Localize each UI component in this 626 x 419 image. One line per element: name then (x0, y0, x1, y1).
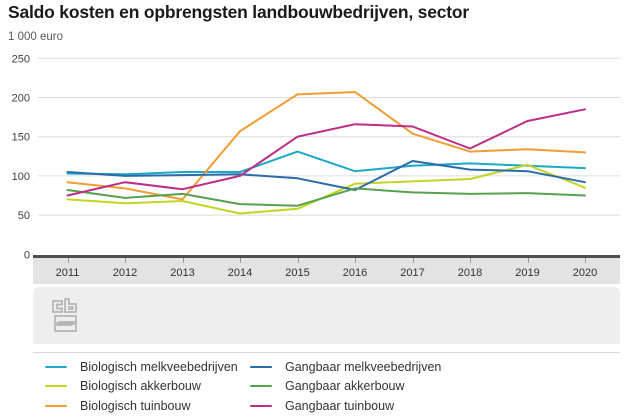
legend-swatch-icon (250, 365, 272, 368)
legend-divider (33, 352, 620, 353)
y-axis-tick-label: 100 (12, 171, 30, 183)
x-axis-tick (125, 258, 126, 263)
x-axis-tick-label: 2018 (457, 267, 483, 279)
x-axis-tick-label: 2019 (515, 267, 540, 279)
series-line-gangbaar-melkveebedrijven (66, 160, 586, 191)
x-axis-tick-label: 2011 (55, 267, 80, 279)
legend-item: Biologisch tuinbouw (45, 396, 238, 416)
legend-column-biologisch: Biologisch melkveebedrijven Biologisch ak… (45, 357, 238, 416)
legend-swatch-icon (45, 365, 67, 368)
unit-label: 1 000 euro (8, 31, 63, 43)
series-line-biologisch-melkveebedrijven (66, 150, 586, 176)
x-axis-tick-label: 2017 (400, 267, 425, 279)
x-axis-tick-label: 2012 (112, 267, 138, 279)
legend-label: Gangbaar melkveebedrijven (285, 359, 442, 374)
x-axis-tick (585, 258, 586, 263)
legend-item: Biologisch akkerbouw (45, 377, 238, 397)
legend-label: Biologisch tuinbouw (80, 398, 191, 413)
legend-item: Gangbaar melkveebedrijven (250, 357, 441, 377)
chart-footer-band (33, 287, 620, 344)
series-line-gangbaar-tuinbouw (66, 108, 586, 197)
chart-title: Saldo kosten en opbrengsten landbouwbedr… (8, 2, 470, 22)
line-chart-plot: 0 50 100 150 200 250 (12, 53, 620, 261)
x-axis-tick (412, 258, 414, 263)
legend-swatch-icon (250, 385, 272, 388)
legend-label: Gangbaar akkerbouw (285, 379, 405, 394)
y-axis-tick-label: 50 (18, 210, 30, 222)
legend-column-gangbaar: Gangbaar melkveebedrijven Gangbaar akkerb… (250, 357, 441, 416)
x-axis-tick (355, 258, 356, 263)
x-axis-tick (67, 258, 69, 263)
x-axis-tick (470, 258, 471, 263)
cbs-logo-icon (52, 298, 77, 332)
y-axis-tick-label: 0 (24, 249, 30, 261)
x-axis-tick (182, 258, 184, 263)
legend-item: Biologisch melkveebedrijven (45, 357, 238, 377)
x-axis-tick (297, 258, 299, 263)
series-line-biologisch-akkerbouw (66, 163, 586, 215)
x-axis-band: 2011 2012 2013 2014 2015 2016 2017 2018 2019 2020 (33, 255, 620, 284)
x-axis-tick-label: 2016 (342, 267, 368, 279)
x-axis-tick-label: 2015 (285, 267, 310, 279)
series-line-biologisch-tuinbouw (66, 91, 586, 201)
legend-label: Gangbaar tuinbouw (285, 398, 395, 413)
legend-label: Biologisch akkerbouw (80, 379, 201, 394)
x-axis-tick (240, 258, 241, 263)
legend-swatch-icon (45, 385, 67, 388)
y-axis-tick-label: 250 (12, 53, 30, 65)
y-axis-tick-label: 150 (12, 132, 30, 144)
series-line-gangbaar-akkerbouw (66, 187, 586, 207)
x-axis-tick-label: 2014 (227, 267, 253, 279)
x-axis-tick-label: 2020 (572, 267, 598, 279)
legend-item: Gangbaar akkerbouw (250, 377, 441, 397)
legend-label: Biologisch melkveebedrijven (80, 359, 238, 374)
x-axis-tick-label: 2013 (170, 267, 195, 279)
legend-swatch-icon (250, 404, 272, 407)
x-axis-tick (527, 258, 529, 263)
legend-item: Gangbaar tuinbouw (250, 396, 441, 416)
y-axis-tick-label: 200 (12, 93, 30, 105)
legend-swatch-icon (45, 404, 67, 407)
